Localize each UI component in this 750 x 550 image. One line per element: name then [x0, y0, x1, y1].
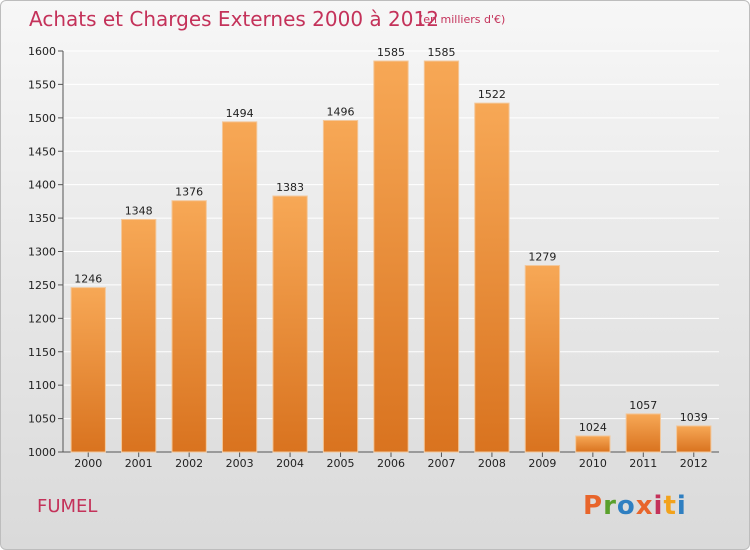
y-tick-label: 1400 [28, 179, 56, 192]
data-label-2012: 1039 [680, 411, 708, 424]
bars [70, 60, 712, 453]
y-tick-label: 1200 [28, 312, 56, 325]
y-tick-label: 1550 [28, 78, 56, 91]
commune-name: FUMEL [37, 496, 98, 517]
bar-2002 [171, 200, 207, 453]
bar-2005 [322, 120, 359, 453]
data-label-2011: 1057 [629, 399, 657, 412]
chart-subtitle: (en milliers d'€) [419, 13, 506, 26]
data-label-2000: 1246 [74, 273, 102, 286]
x-tick-label: 2012 [680, 457, 708, 470]
y-tick-label: 1350 [28, 212, 56, 225]
data-label-2010: 1024 [579, 421, 607, 434]
bar-2007 [423, 60, 460, 453]
logo-letter: i [676, 491, 687, 521]
axes: 1000 1050 1100 1150 1200 1250 1300 1350 1400 1450… [28, 45, 719, 470]
y-tick-label: 1500 [28, 112, 56, 125]
x-tick-label: 2004 [276, 457, 304, 470]
bar-2011 [625, 413, 661, 453]
bar-2006 [373, 60, 409, 453]
data-label-2006: 1585 [377, 46, 405, 59]
chart-title: Achats et Charges Externes 2000 à 2012 [29, 7, 439, 31]
x-tick-label: 2002 [175, 457, 203, 470]
bar-2009 [524, 265, 561, 453]
x-tick-label: 2008 [478, 457, 506, 470]
x-tick-label: 2007 [427, 457, 455, 470]
data-label-2008: 1522 [478, 88, 506, 101]
y-tick-label: 1150 [28, 346, 56, 359]
logo-letter: o [616, 491, 636, 521]
y-tick-label: 1000 [28, 446, 56, 459]
bar-2004 [272, 195, 308, 453]
logo-letter: t [663, 491, 677, 521]
x-tick-label: 2006 [377, 457, 405, 470]
x-tick-label: 2009 [528, 457, 556, 470]
logo-letter: r [603, 491, 617, 521]
y-tick-label: 1300 [28, 246, 56, 259]
bar-2010 [575, 435, 611, 453]
data-label-2003: 1494 [226, 107, 254, 120]
labels: 1246 1348 1376 1494 1383 1496 1585 1585 1522 1279… [74, 46, 708, 434]
proxiti-logo: Proxiti [583, 491, 687, 521]
bar-2012 [676, 425, 712, 453]
x-tick-label: 2000 [74, 457, 102, 470]
data-label-2007: 1585 [427, 46, 455, 59]
y-tick-label: 1100 [28, 379, 56, 392]
logo-letter: P [583, 491, 604, 521]
bar-2008 [474, 102, 510, 453]
x-tick-label: 2005 [327, 457, 355, 470]
y-tick-label: 1450 [28, 145, 56, 158]
y-tick-label: 1050 [28, 413, 56, 426]
x-tick-label: 2001 [125, 457, 153, 470]
bar-2000 [70, 287, 106, 453]
data-label-2001: 1348 [125, 204, 153, 217]
data-label-2002: 1376 [175, 186, 203, 199]
x-tick-label: 2010 [579, 457, 607, 470]
data-label-2005: 1496 [327, 106, 355, 119]
bar-2003 [221, 121, 258, 453]
y-tick-label: 1250 [28, 279, 56, 292]
bar-2001 [121, 218, 157, 453]
logo-letter: i [653, 491, 664, 521]
y-tick-label: 1600 [28, 45, 56, 58]
data-label-2009: 1279 [528, 251, 556, 264]
x-tick-label: 2003 [226, 457, 254, 470]
data-label-2004: 1383 [276, 181, 304, 194]
x-tick-label: 2011 [629, 457, 657, 470]
logo-letter: x [635, 491, 654, 521]
